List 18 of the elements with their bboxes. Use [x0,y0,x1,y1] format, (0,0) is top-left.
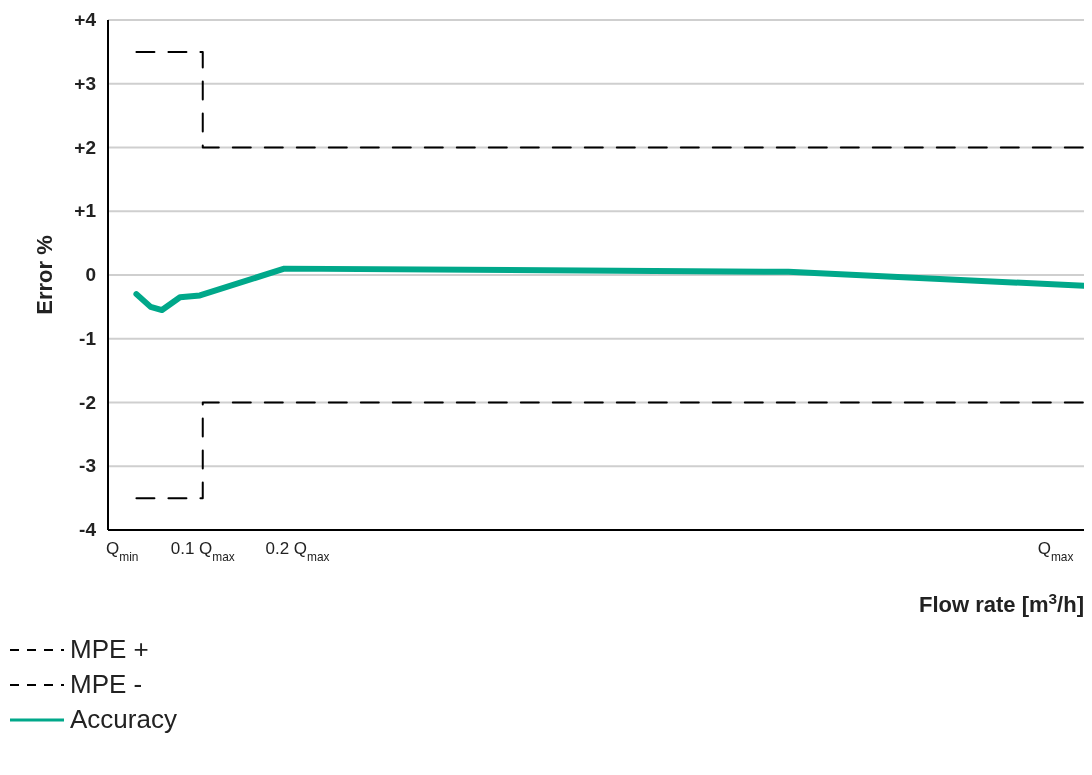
y-tick-label: +3 [74,72,96,94]
y-tick-label: -1 [79,327,97,349]
x-tick-label: 0.2 Q$_{max}$ [265,539,330,564]
y-tick-label: -3 [79,455,96,477]
legend-label: MPE - [70,668,143,701]
y-tick-label: +1 [74,200,97,222]
y-tick-label: -4 [79,519,97,540]
x-axis-title: Flow rate [m$^{3}$/h] [918,589,1084,617]
x-tick-label: Q$_{min}$ [106,539,139,564]
y-tick-label: 0 [85,264,96,285]
x-tick-label: 0.1 Q$_{max}$ [170,539,235,564]
legend-label: Accuracy [70,703,177,736]
y-tick-label: -2 [79,391,96,413]
y-axis-title: Error % [32,235,57,315]
y-tick-label: +4 [74,9,97,30]
x-tick-label: Q$_{max}$ [1037,539,1074,564]
legend-label: MPE + [70,633,149,666]
y-tick-label: +2 [74,136,96,158]
